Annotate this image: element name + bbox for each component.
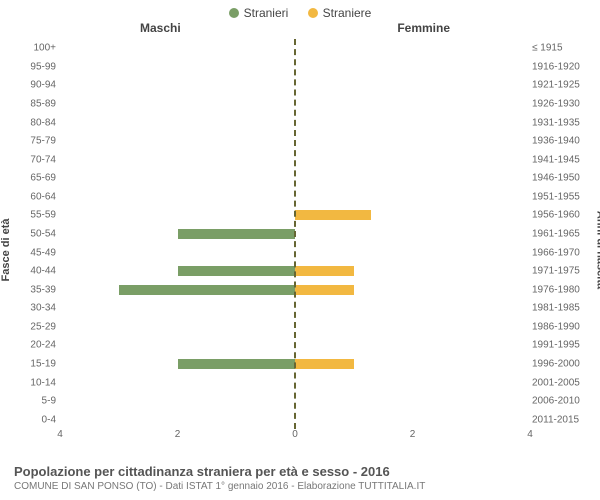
birth-year-label: 1976-1980 xyxy=(532,284,588,295)
age-label: 20-24 xyxy=(18,340,56,351)
header-male: Maschi xyxy=(140,21,181,35)
age-label: 35-39 xyxy=(18,284,56,295)
bar-female xyxy=(295,210,371,220)
birth-year-label: 1926-1930 xyxy=(532,99,588,110)
legend-item-male: Stranieri xyxy=(229,6,289,20)
bar-female xyxy=(295,266,354,276)
age-label: 5-9 xyxy=(18,396,56,407)
birth-year-label: 1941-1945 xyxy=(532,154,588,165)
y-axis-left-title: Fasce di età xyxy=(0,219,12,282)
bar-female xyxy=(295,285,354,295)
bar-male xyxy=(178,266,296,276)
birth-year-label: 1971-1975 xyxy=(532,266,588,277)
birth-year-label: 1946-1950 xyxy=(532,173,588,184)
x-tick-label: 0 xyxy=(292,429,298,440)
birth-year-label: 1981-1985 xyxy=(532,303,588,314)
age-label: 0-4 xyxy=(18,414,56,425)
birth-year-label: 2006-2010 xyxy=(532,396,588,407)
bar-male xyxy=(178,359,296,369)
chart-title: Popolazione per cittadinanza straniera p… xyxy=(14,464,586,479)
population-pyramid-chart: Stranieri Straniere Maschi Femmine Fasce… xyxy=(0,0,600,500)
age-label: 60-64 xyxy=(18,191,56,202)
birth-year-label: 2011-2015 xyxy=(532,414,588,425)
birth-year-label: ≤ 1915 xyxy=(532,43,588,54)
age-label: 65-69 xyxy=(18,173,56,184)
birth-year-label: 1996-2000 xyxy=(532,359,588,370)
birth-year-label: 1921-1925 xyxy=(532,80,588,91)
bar-female xyxy=(295,359,354,369)
age-label: 30-34 xyxy=(18,303,56,314)
birth-year-label: 2001-2005 xyxy=(532,377,588,388)
age-label: 70-74 xyxy=(18,154,56,165)
birth-year-label: 1961-1965 xyxy=(532,229,588,240)
chart-footer: Popolazione per cittadinanza straniera p… xyxy=(14,464,586,492)
chart-subtitle: COMUNE DI SAN PONSO (TO) - Dati ISTAT 1°… xyxy=(14,481,586,492)
age-label: 55-59 xyxy=(18,210,56,221)
y-axis-right-title: Anni di nascita xyxy=(594,211,600,289)
legend-item-female: Straniere xyxy=(308,6,372,20)
age-label: 80-84 xyxy=(18,117,56,128)
age-label: 75-79 xyxy=(18,136,56,147)
plot-area: 100+≤ 191595-991916-192090-941921-192585… xyxy=(60,39,530,429)
legend: Stranieri Straniere xyxy=(0,0,600,21)
x-tick-label: 2 xyxy=(175,429,181,440)
age-label: 85-89 xyxy=(18,99,56,110)
age-label: 40-44 xyxy=(18,266,56,277)
age-label: 100+ xyxy=(18,43,56,54)
legend-label-female: Straniere xyxy=(323,6,372,20)
age-label: 90-94 xyxy=(18,80,56,91)
age-label: 10-14 xyxy=(18,377,56,388)
age-label: 95-99 xyxy=(18,61,56,72)
age-label: 25-29 xyxy=(18,321,56,332)
x-tick-label: 4 xyxy=(527,429,533,440)
birth-year-label: 1916-1920 xyxy=(532,61,588,72)
center-divider xyxy=(294,39,296,429)
birth-year-label: 1951-1955 xyxy=(532,191,588,202)
birth-year-label: 1936-1940 xyxy=(532,136,588,147)
bar-male xyxy=(119,285,295,295)
column-headers: Maschi Femmine xyxy=(0,21,600,39)
legend-swatch-female xyxy=(308,8,318,18)
age-label: 45-49 xyxy=(18,247,56,258)
birth-year-label: 1966-1970 xyxy=(532,247,588,258)
birth-year-label: 1931-1935 xyxy=(532,117,588,128)
birth-year-label: 1986-1990 xyxy=(532,321,588,332)
age-label: 50-54 xyxy=(18,229,56,240)
age-label: 15-19 xyxy=(18,359,56,370)
birth-year-label: 1991-1995 xyxy=(532,340,588,351)
x-tick-label: 4 xyxy=(57,429,63,440)
legend-label-male: Stranieri xyxy=(244,6,289,20)
birth-year-label: 1956-1960 xyxy=(532,210,588,221)
bar-male xyxy=(178,229,296,239)
x-tick-label: 2 xyxy=(410,429,416,440)
legend-swatch-male xyxy=(229,8,239,18)
header-female: Femmine xyxy=(397,21,450,35)
